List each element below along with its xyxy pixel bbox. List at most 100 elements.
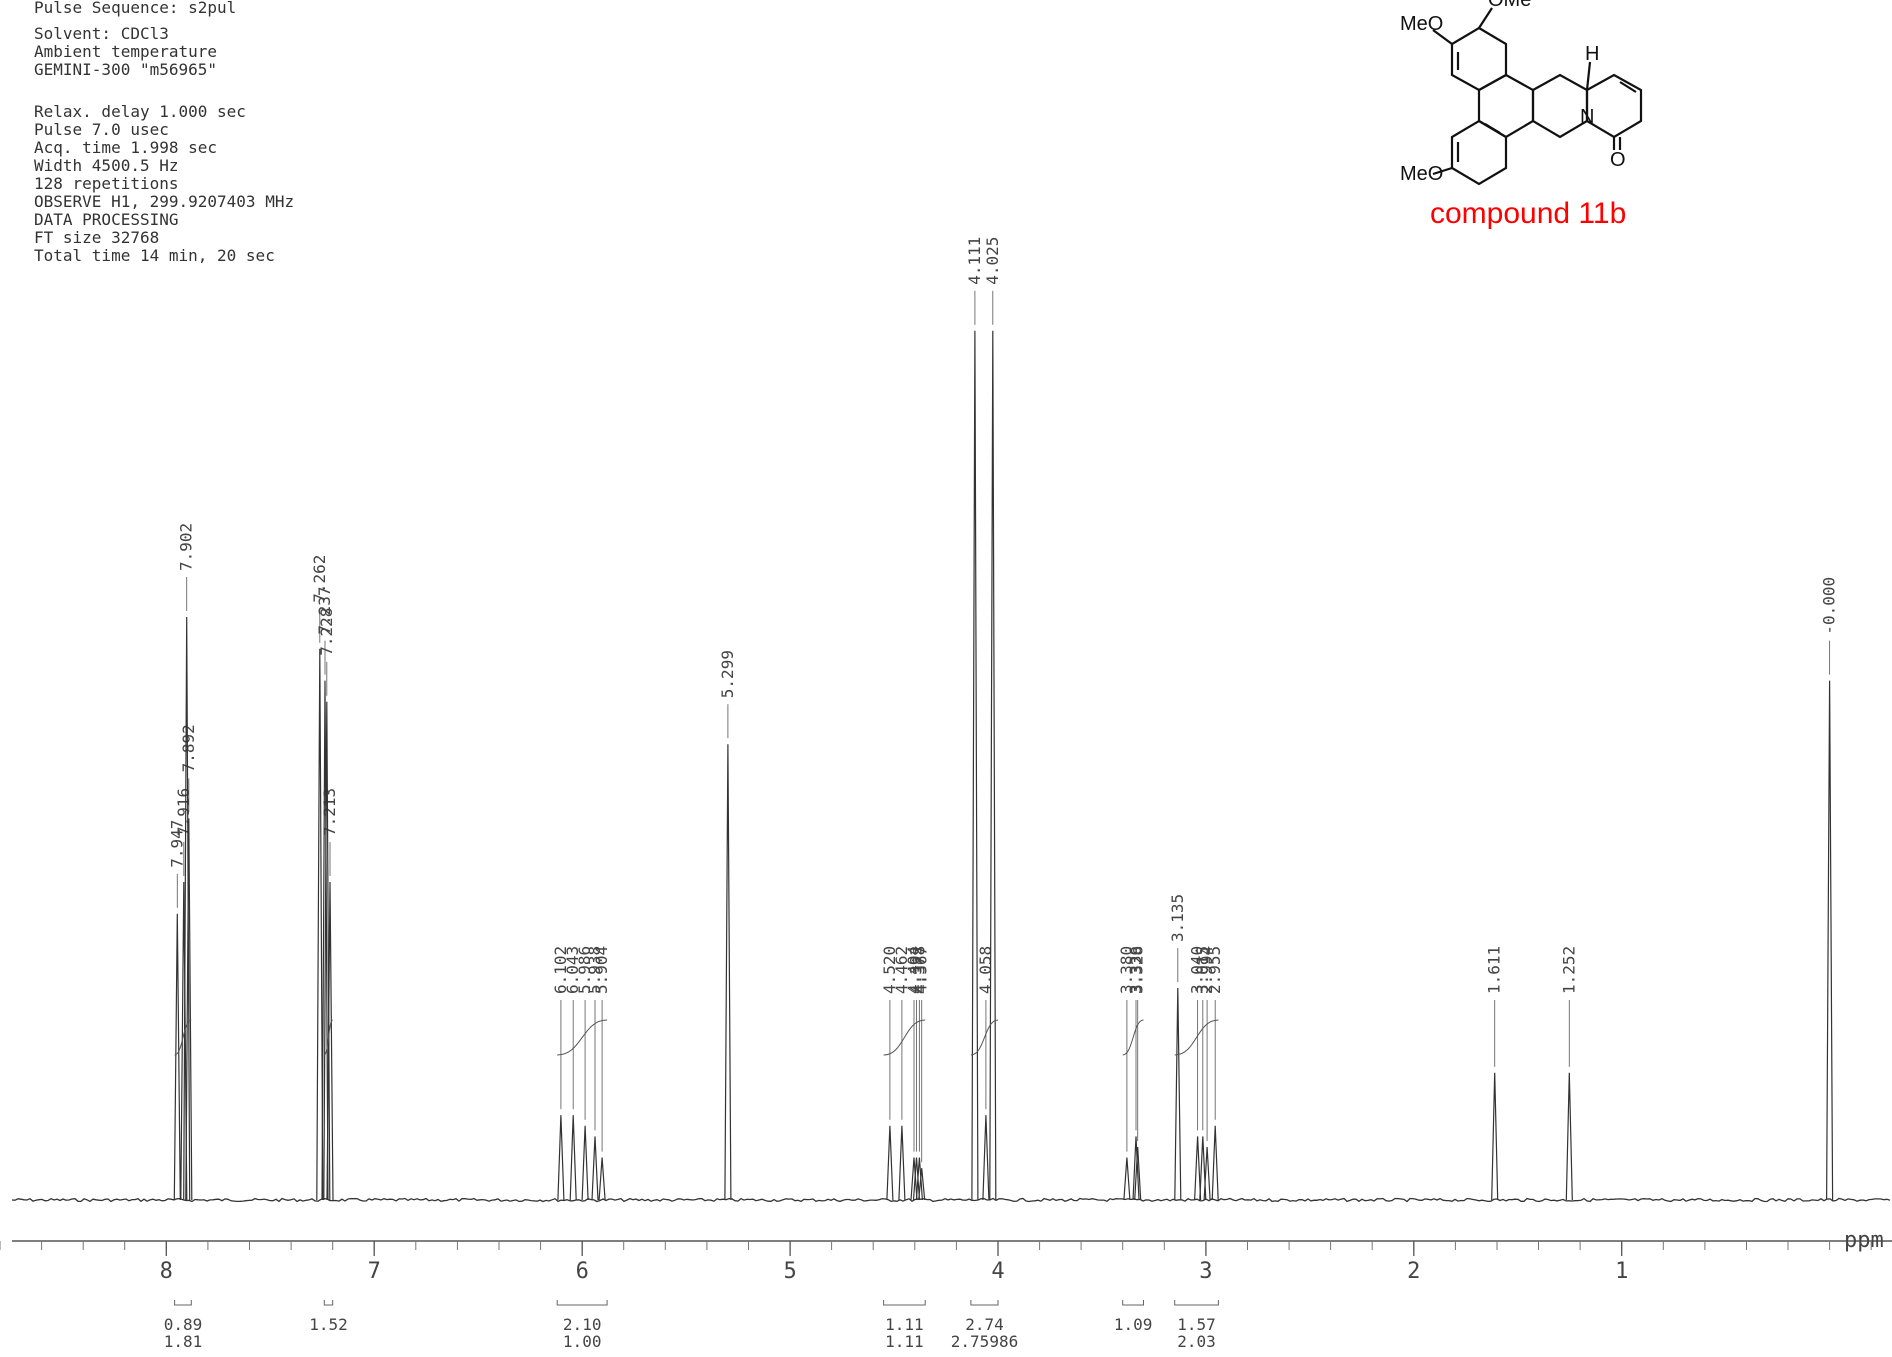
spectrum-peak [183,616,191,1201]
spectrum-peak [1826,680,1834,1201]
peak-label: 7.947 [167,820,186,868]
peak-label: 7.902 [177,523,196,571]
spectrum-peak [1132,1136,1140,1201]
peak-label: 5.938 [585,946,604,994]
peak-label: 7.892 [179,724,198,772]
peak-label: 4.111 [965,237,984,285]
spectrum-peak [989,330,997,1201]
x-axis-label: ppm [1844,1228,1884,1253]
spectrum-peak [180,881,188,1201]
spectrum-peak [1174,987,1182,1201]
peak-label: 4.462 [892,946,911,994]
structure-atom-label: N [1580,106,1594,128]
integral-value: 2.74 [965,1315,1004,1334]
peak-label: 3.328 [1128,946,1147,994]
integral-curves [174,1019,1219,1056]
peak-label: 5.904 [592,946,611,994]
spectrum-peak [886,1125,894,1201]
spectrum-peak [982,1115,990,1201]
spectrum-peak [321,680,329,1201]
integral-value: 2.10 [563,1315,602,1334]
param-line: Pulse 7.0 usec [34,120,169,139]
peak-label: 2.955 [1205,946,1224,994]
peak-label: 1.611 [1485,946,1504,994]
spectrum-peak [326,881,334,1201]
peak-label: 3.336 [1126,946,1145,994]
param-line: Solvent: CDCl3 [34,24,169,43]
x-axis-tick-label: 4 [991,1259,1004,1284]
param-line: Relax. delay 1.000 sec [34,102,246,121]
structure-atom-label: MeO [1400,13,1443,35]
peak-label: 4.025 [983,237,1002,285]
peak-label: 4.404 [904,946,923,994]
peak-label: 4.392 [907,946,926,994]
peak-label: 3.135 [1168,894,1187,942]
spectrum-peak [724,744,732,1201]
param-line: Pulse Sequence: s2pul [34,0,236,17]
spectrum-peak [918,1168,926,1201]
integral-value: 2.75986 [951,1332,1018,1351]
acquisition-parameters: Pulse Sequence: s2pul Solvent: CDCl3 Amb… [34,0,294,265]
param-line: Width 4500.5 Hz [34,156,179,175]
structure-labels: MeO MeO H N O OMe [1400,0,1626,185]
param-line: Total time 14 min, 20 sec [34,246,275,265]
structure-atom-label: H [1585,43,1599,65]
peak-label: 7.228 [317,608,336,656]
structure-atom-label: OMe [1488,0,1531,11]
integral-curve [1122,1019,1144,1056]
peak-label: 4.520 [880,946,899,994]
param-line: DATA PROCESSING [34,210,179,229]
peak-label: 4.367 [912,946,931,994]
spectrum-peak [185,818,193,1201]
param-line: GEMINI-300 "m56965" [34,60,217,79]
integral-labels: 0.891.81 1.52 2.101.00 1.111.11 2.742.75986 1… [164,1315,1216,1351]
x-axis-tick-label: 7 [368,1259,381,1284]
integral-value: 1.11 [885,1315,924,1334]
x-axis-tick-label: 3 [1199,1259,1212,1284]
spectrum-peak [912,1157,921,1201]
integral-curve [323,1019,334,1056]
integral-value: 1.81 [164,1332,203,1351]
compound-label-bg [1430,193,1646,235]
peak-label: 3.380 [1117,946,1136,994]
spectrum-peak [1491,1072,1499,1201]
spectrum-peak [915,1157,923,1201]
integral-value: 1.52 [309,1315,348,1334]
peak-label: 7.213 [320,788,339,836]
spectrum-peak [316,648,324,1201]
param-line: FT size 32768 [34,228,159,247]
param-line: Acq. time 1.998 sec [34,138,217,157]
integral-bracket [1122,1300,1144,1306]
peak-label: 6.043 [563,946,582,994]
structure-atom-label: O [1610,149,1626,171]
integral-value: 2.03 [1177,1332,1216,1351]
x-axis-tick-label: 2 [1407,1259,1420,1284]
peak-label: 4.058 [976,946,995,994]
spectrum-peak [898,1125,906,1201]
x-axis-tick-label: 6 [576,1259,589,1284]
integral-curve [1174,1019,1219,1056]
peak-label: 2.994 [1197,946,1216,994]
x-axis-tick-label: 5 [783,1259,796,1284]
spectrum-peak [1211,1125,1219,1201]
spectrum-peak [1565,1072,1573,1201]
integral-bracket [556,1300,608,1306]
spectrum-peak [971,330,979,1201]
peak-label: -0.000 [1820,577,1839,635]
x-axis-tick-label: 1 [1615,1259,1628,1284]
spectrum-peaks [173,330,1834,1201]
spectrum-peak [581,1125,589,1201]
integral-value: 1.00 [563,1332,602,1351]
peak-label: 1.252 [1559,946,1578,994]
integral-bracket [970,1300,999,1306]
spectrum-peak [1123,1157,1131,1201]
integral-curve [883,1019,926,1056]
spectrum-baseline [11,1197,1891,1203]
peak-label: 6.102 [551,946,570,994]
integral-bracket [1174,1300,1219,1306]
peak-label: 3.015 [1193,946,1212,994]
spectrum-peak [1203,1146,1211,1201]
integral-curve [557,1019,608,1056]
